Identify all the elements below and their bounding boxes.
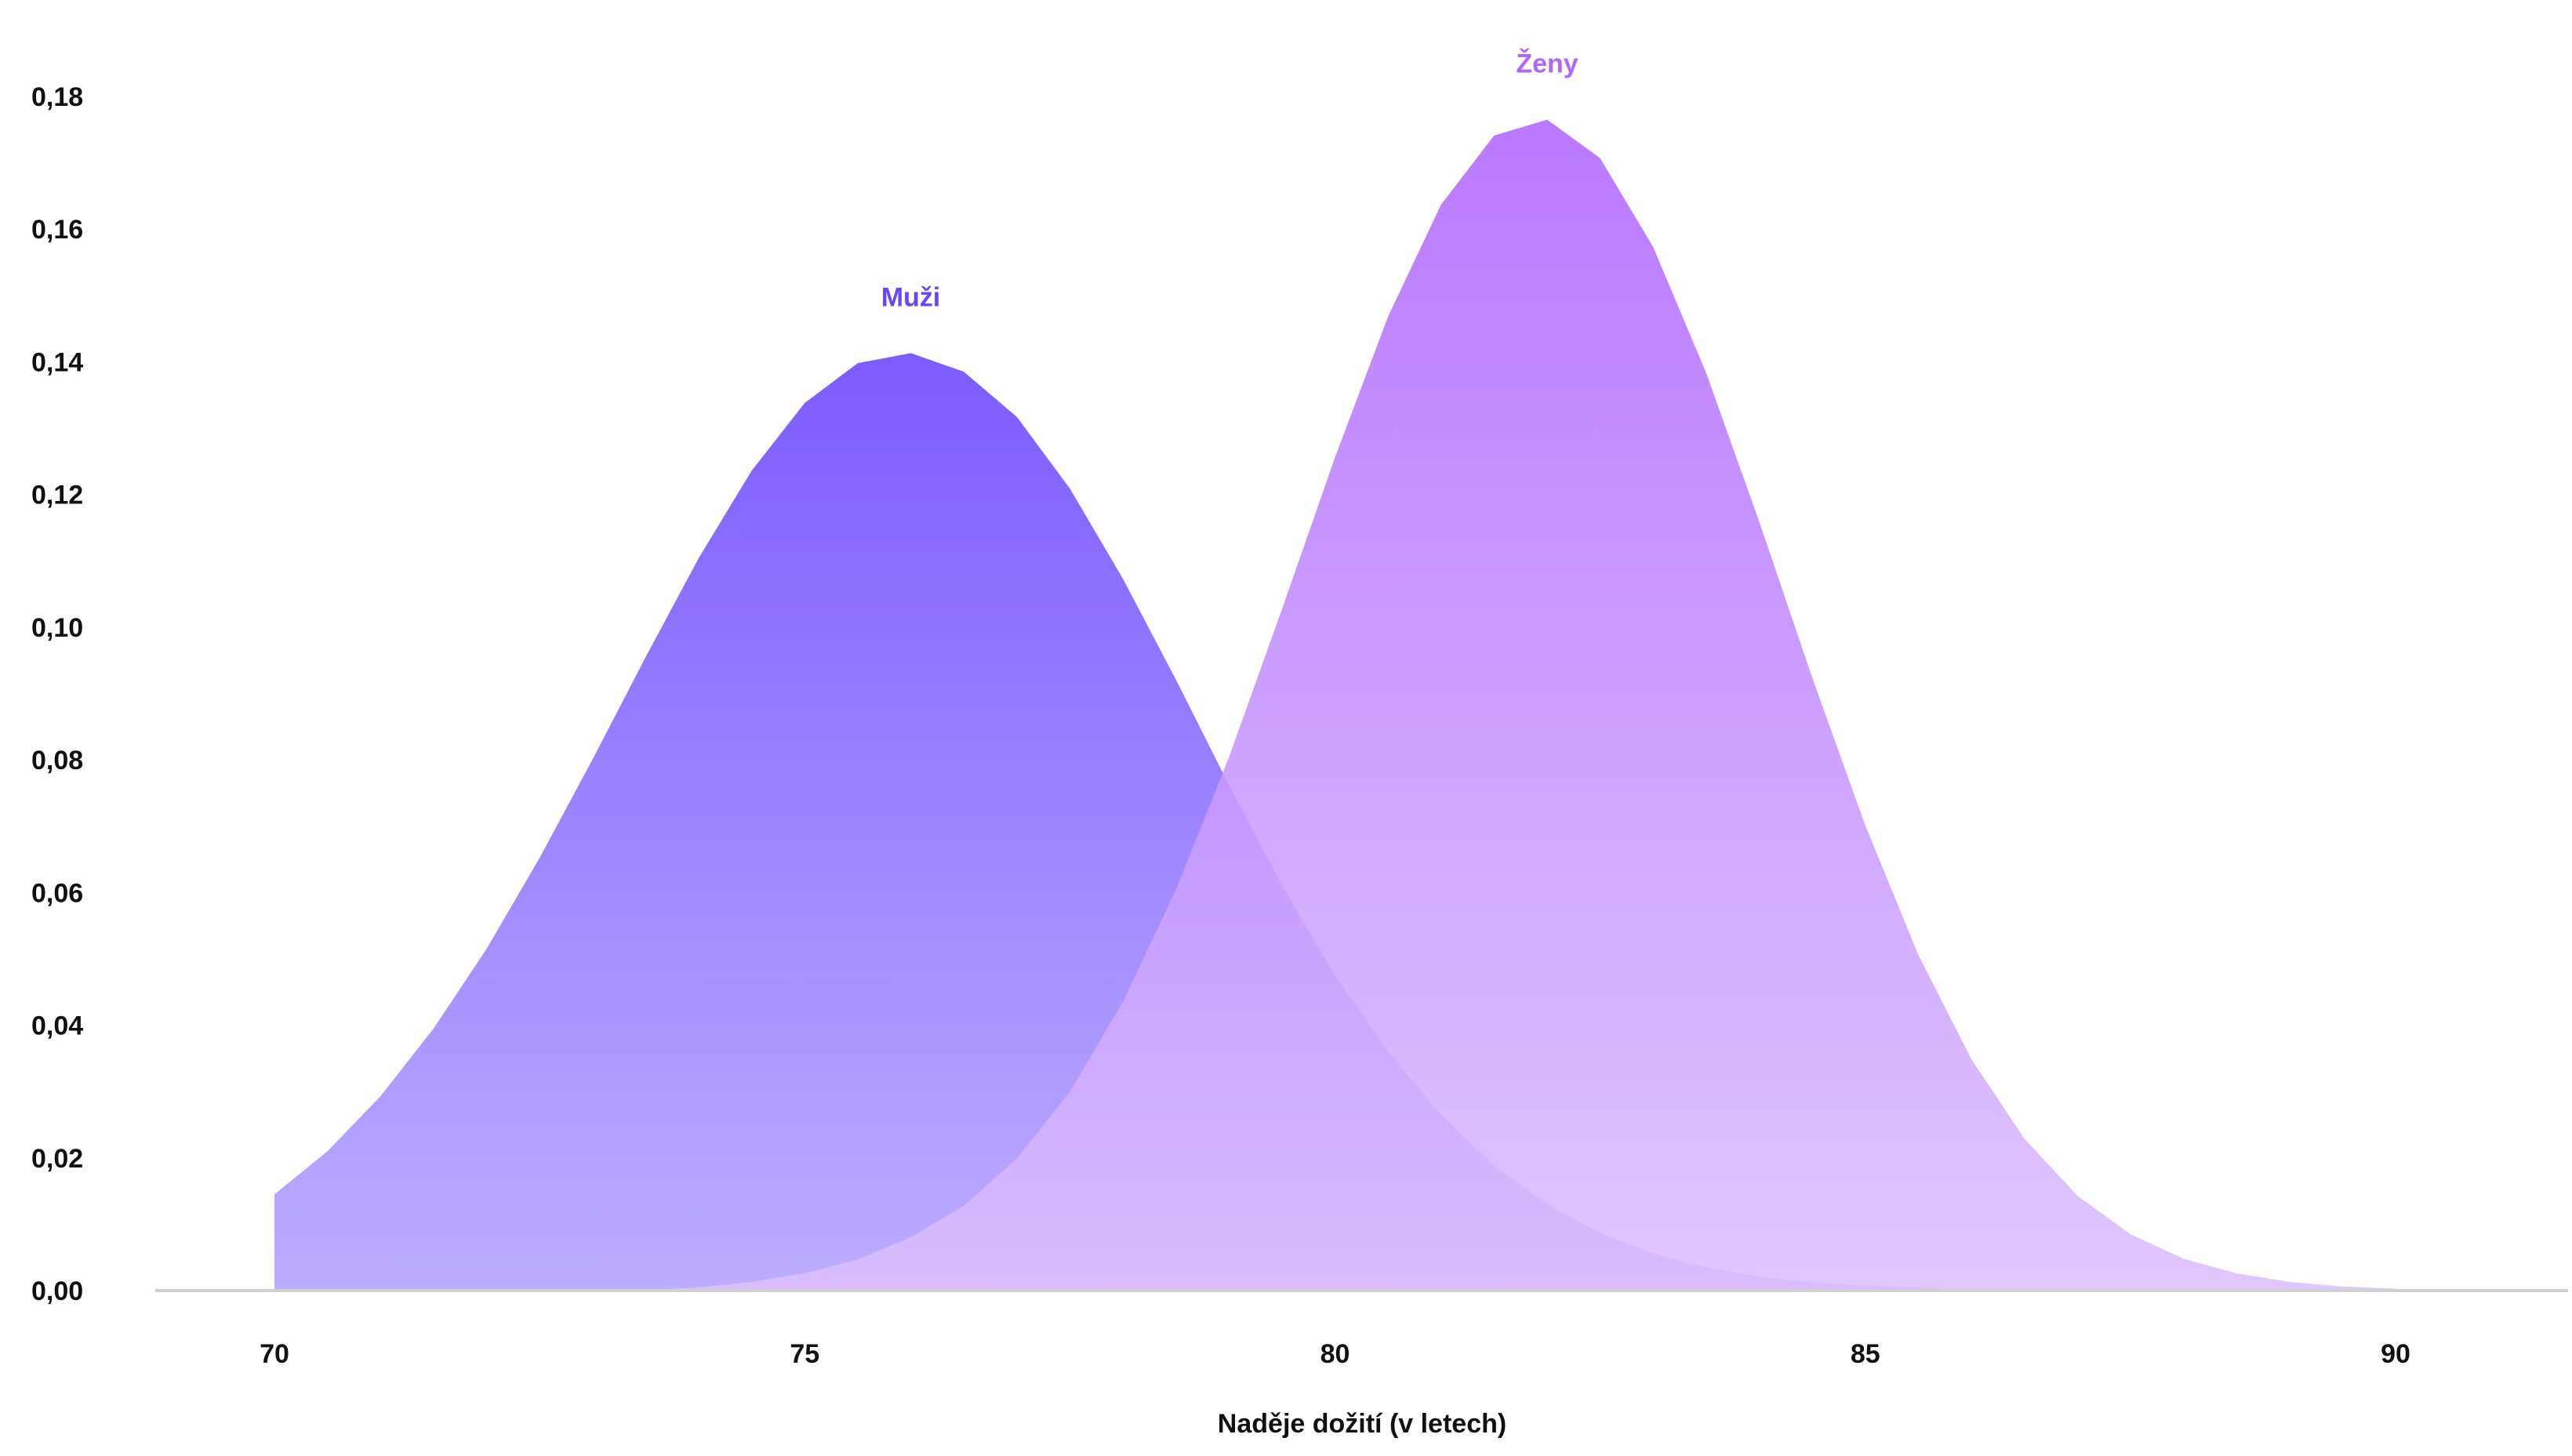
series-label-muzi: Muži <box>881 282 941 312</box>
series-labels: Muži Ženy <box>881 49 1578 313</box>
y-tick-label: 0,02 <box>31 1144 83 1174</box>
x-tick-label: 90 <box>2381 1339 2410 1369</box>
x-axis-ticks: 70 75 80 85 90 <box>260 1339 2410 1369</box>
y-tick-label: 0,06 <box>31 878 83 908</box>
y-tick-label: 0,12 <box>31 481 83 510</box>
y-tick-label: 0,10 <box>31 613 83 643</box>
y-tick-label: 0,08 <box>31 746 83 775</box>
series-areas <box>274 119 2396 1291</box>
x-axis-title: Naděje dožití (v letech) <box>1218 1409 1506 1439</box>
y-tick-label: 0,14 <box>31 347 83 377</box>
series-label-zeny: Ženy <box>1516 49 1578 79</box>
y-axis-ticks: 0,00 0,02 0,04 0,06 0,08 0,10 0,12 0,14 0,16 0,18 <box>31 82 83 1306</box>
y-tick-label: 0,18 <box>31 82 83 112</box>
area-series-muzi <box>274 353 2396 1291</box>
y-tick-label: 0,00 <box>31 1276 83 1306</box>
x-tick-label: 75 <box>790 1339 819 1369</box>
x-tick-label: 80 <box>1321 1339 1350 1369</box>
x-tick-label: 70 <box>260 1339 289 1369</box>
y-tick-label: 0,04 <box>31 1011 83 1041</box>
area-series-zeny <box>274 119 2396 1291</box>
x-tick-label: 85 <box>1851 1339 1880 1369</box>
y-tick-label: 0,16 <box>31 215 83 245</box>
